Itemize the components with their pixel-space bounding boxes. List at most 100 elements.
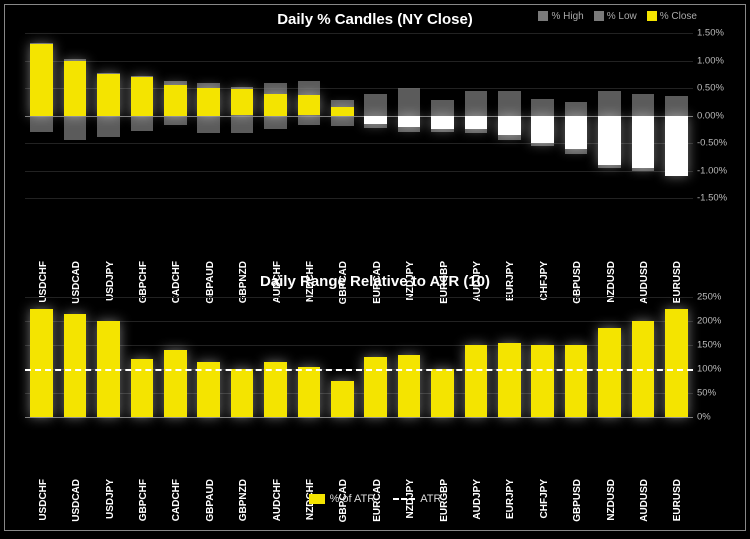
atr-bar [298,367,321,417]
atr-bar [398,355,421,417]
xlabel: USDCAD [71,479,82,539]
xlabel: CADCHF [171,479,182,539]
close-bar [264,94,287,116]
bar-slot [459,297,492,417]
xlabel: USDJPY [105,479,116,539]
xlabel: AUDCHF [272,479,283,539]
atr-bar [498,343,521,417]
dash-atr [393,498,415,500]
atr-bar [30,309,53,417]
bar-slot [559,33,592,198]
bar-slot [192,33,225,198]
bar-slot [58,33,91,198]
legend-item-atr: ATR [393,493,441,505]
ytick-label: -0.50% [697,138,739,149]
bar-slot [259,33,292,198]
close-bar [298,95,321,116]
close-bar [565,116,588,149]
xlabel: NZDJPY [405,479,416,539]
bar-slot [359,297,392,417]
bar-slot [626,33,659,198]
atr-legend: % of ATR ATR [5,493,745,505]
close-bar [231,89,254,115]
ytick-label: -1.00% [697,165,739,176]
atr-bar [231,369,254,417]
atr-bar [598,328,621,417]
bar-slot [392,33,425,198]
close-bar [431,116,454,130]
atr-bar [665,309,688,417]
xlabel: NZDUSD [606,479,617,539]
ytick-label: 0.50% [697,83,739,94]
swatch-low [594,11,604,21]
atr-bar [431,369,454,417]
candles-plot: -1.50%-1.00%-0.50%0.00%0.50%1.00%1.50% [25,33,693,198]
legend-item-close: % Close [647,11,697,22]
close-bar [64,61,87,116]
atr-bar [64,314,87,417]
close-bar [498,116,521,135]
bar-slot [326,297,359,417]
xlabel: AUDUSD [639,479,650,539]
atr-bar [465,345,488,417]
swatch-pct-atr [309,494,325,504]
chart-frame: Daily % Candles (NY Close) % High % Low … [4,4,746,531]
bar-slot [660,297,693,417]
xlabel: GBPNZD [238,479,249,539]
bar-slot [25,297,58,417]
close-bar [531,116,554,144]
bar-slot [125,33,158,198]
close-bar [131,77,154,116]
xlabel: EURCAD [372,479,383,539]
bar-slot [192,297,225,417]
atr-reference-line [25,369,693,371]
bar-slot [292,33,325,198]
bar-slot [593,297,626,417]
legend-item-pct-atr: % of ATR [309,493,376,505]
close-bar [398,116,421,127]
close-bar [30,44,53,116]
bar-slot [225,33,258,198]
swatch-close [647,11,657,21]
legend-item-high: % High [538,11,583,22]
atr-bar [565,345,588,417]
ytick-label: 1.00% [697,55,739,66]
close-bar [465,116,488,130]
legend-item-low: % Low [594,11,637,22]
ytick-label: 200% [697,316,739,327]
bar-slot [225,297,258,417]
close-bar [164,85,187,115]
ytick-label: -1.50% [697,193,739,204]
grid-line [25,198,693,199]
bar-slot [493,297,526,417]
bar-slot [25,33,58,198]
close-bar [197,88,220,116]
bar-slot [526,297,559,417]
xlabel: CHFJPY [539,479,550,539]
atr-plot: 0%50%100%150%200%250% [25,297,693,417]
close-bar [97,74,120,115]
xlabel: GBPAUD [205,479,216,539]
atr-bar [331,381,354,417]
xlabel: EURJPY [505,479,516,539]
bar-slot [593,33,626,198]
close-bar [331,107,354,115]
atr-title: Daily Range Relative to ATR (10) [5,273,745,290]
xlabel: EURGBP [439,479,450,539]
ytick-label: 150% [697,340,739,351]
bar-slot [660,33,693,198]
bar-slot [493,33,526,198]
ytick-label: 1.50% [697,28,739,39]
bar-slot [292,297,325,417]
bar-slot [459,33,492,198]
atr-bar [531,345,554,417]
close-bar [364,116,387,124]
bar-slot [92,297,125,417]
atr-xlabels: USDCHFUSDCADUSDJPYGBPCHFCADCHFGBPAUDGBPN… [25,421,693,483]
candles-chart: -1.50%-1.00%-0.50%0.00%0.50%1.00%1.50% [25,33,693,198]
atr-chart: 0%50%100%150%200%250% [25,297,693,417]
close-bar [632,116,655,168]
bar-slot [392,297,425,417]
xlabel: AUDJPY [472,479,483,539]
bar-slot [426,33,459,198]
